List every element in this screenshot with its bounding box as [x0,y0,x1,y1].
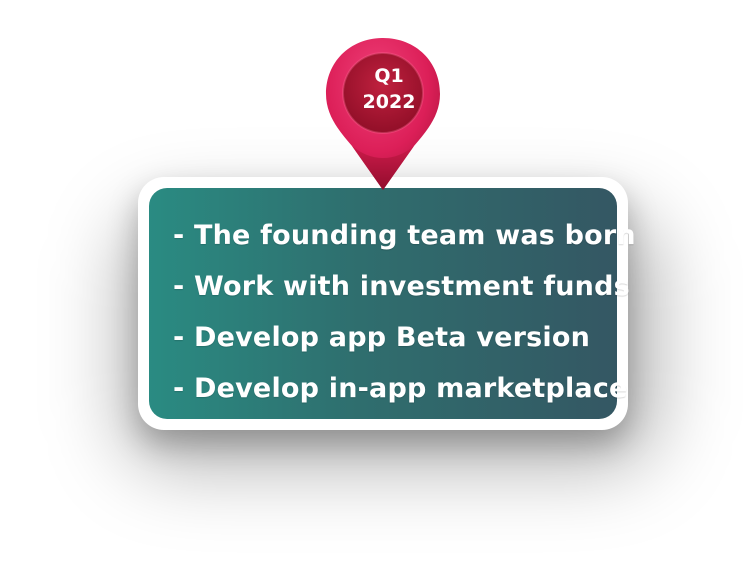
pin-label: Q1 2022 [344,63,434,115]
pin-quarter: Q1 [374,65,404,87]
milestone-item: - Develop app Beta version [173,322,590,353]
milestone-item: - Work with investment funds [173,271,630,302]
milestone-card: - The founding team was born - Work with… [138,177,636,430]
milestone-item: - Develop in-app marketplace [173,373,628,404]
milestone-card-body: - The founding team was born - Work with… [149,188,636,419]
milestone-item: - The founding team was born [173,220,636,251]
milestone-list: - The founding team was born - Work with… [173,210,636,414]
map-pin-icon [326,38,440,190]
pin-year: 2022 [362,91,416,113]
